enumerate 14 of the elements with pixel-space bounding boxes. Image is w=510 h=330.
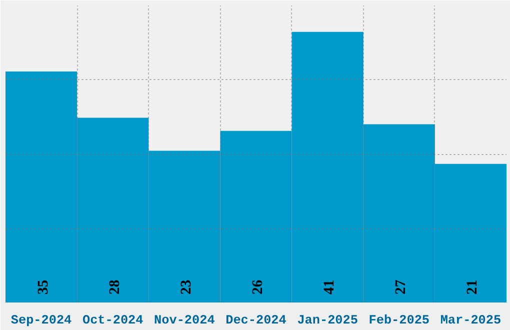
data-label: 27 [393,280,410,294]
data-label: 23 [178,280,194,294]
x-tick-label: Feb-2025 [368,312,430,328]
data-label: 41 [322,280,338,294]
x-tick-label: Dec-2024 [226,312,287,328]
data-label: 21 [464,280,481,294]
x-tick-label: Oct-2024 [82,312,144,328]
x-tick-label: Jan-2025 [297,312,358,328]
x-tick-label: Mar-2025 [440,312,502,328]
data-label: 35 [35,280,52,294]
data-label: 28 [106,280,123,294]
data-label: 26 [250,280,266,294]
x-tick-label: Nov-2024 [154,312,216,328]
x-tick-label: Sep-2024 [10,312,72,328]
